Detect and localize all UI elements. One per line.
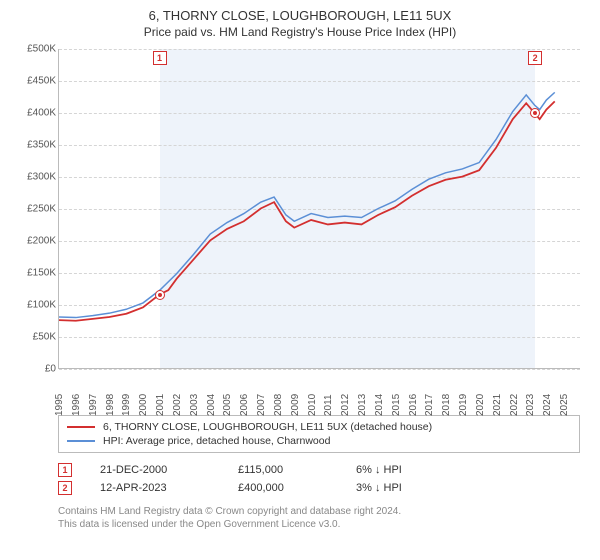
sale-marker-dot <box>156 291 164 299</box>
y-tick-label: £500K <box>10 44 56 55</box>
chart-subtitle: Price paid vs. HM Land Registry's House … <box>10 25 590 39</box>
y-tick-label: £150K <box>10 268 56 279</box>
sale-index-icon: 1 <box>58 463 72 477</box>
sale-delta: 6% ↓ HPI <box>356 464 402 476</box>
x-tick-label: 1999 <box>121 394 132 416</box>
x-tick-label: 2011 <box>323 394 334 416</box>
y-tick-label: £350K <box>10 140 56 151</box>
x-tick-label: 2003 <box>189 394 200 416</box>
y-tick-label: £450K <box>10 76 56 87</box>
sale-price: £115,000 <box>238 464 328 476</box>
x-tick-label: 2007 <box>256 394 267 416</box>
x-tick-label: 2020 <box>475 394 486 416</box>
x-tick-label: 1997 <box>88 394 99 416</box>
legend: 6, THORNY CLOSE, LOUGHBOROUGH, LE11 5UX … <box>58 415 580 453</box>
legend-swatch <box>67 426 95 428</box>
x-tick-label: 2021 <box>492 394 503 416</box>
x-tick-label: 2025 <box>559 394 570 416</box>
series-hpi <box>59 92 555 317</box>
chart-area: 12 £0£50K£100K£150K£200K£250K£300K£350K£… <box>10 49 590 409</box>
footer-attribution: Contains HM Land Registry data © Crown c… <box>58 505 580 531</box>
sale-row: 1 21-DEC-2000 £115,000 6% ↓ HPI <box>58 461 580 479</box>
x-tick-label: 1995 <box>54 394 65 416</box>
x-tick-label: 2018 <box>441 394 452 416</box>
x-tick-label: 2014 <box>374 394 385 416</box>
x-tick-label: 2004 <box>206 394 217 416</box>
x-tick-label: 2005 <box>222 394 233 416</box>
gridline <box>59 369 580 370</box>
x-tick-label: 1996 <box>71 394 82 416</box>
sale-index-icon: 2 <box>58 481 72 495</box>
legend-item: HPI: Average price, detached house, Char… <box>67 434 571 448</box>
x-tick-label: 2023 <box>525 394 536 416</box>
sale-marker-dot <box>531 109 539 117</box>
x-tick-label: 2015 <box>391 394 402 416</box>
footer-line-2: This data is licensed under the Open Gov… <box>58 518 580 531</box>
x-tick-label: 2024 <box>542 394 553 416</box>
y-tick-label: £300K <box>10 172 56 183</box>
y-tick-label: £0 <box>10 364 56 375</box>
x-tick-label: 2010 <box>307 394 318 416</box>
sale-date: 21-DEC-2000 <box>100 464 210 476</box>
chart-container: 6, THORNY CLOSE, LOUGHBOROUGH, LE11 5UX … <box>0 0 600 560</box>
footer-line-1: Contains HM Land Registry data © Crown c… <box>58 505 580 518</box>
sale-row: 2 12-APR-2023 £400,000 3% ↓ HPI <box>58 479 580 497</box>
y-tick-label: £200K <box>10 236 56 247</box>
plot-area: 12 <box>58 49 580 369</box>
legend-item: 6, THORNY CLOSE, LOUGHBOROUGH, LE11 5UX … <box>67 420 571 434</box>
legend-label: HPI: Average price, detached house, Char… <box>103 435 330 447</box>
x-tick-label: 2017 <box>424 394 435 416</box>
x-tick-label: 1998 <box>105 394 116 416</box>
sales-table: 1 21-DEC-2000 £115,000 6% ↓ HPI 2 12-APR-2023… <box>58 461 580 497</box>
title-block: 6, THORNY CLOSE, LOUGHBOROUGH, LE11 5UX … <box>10 8 590 39</box>
sale-marker-label: 2 <box>528 51 542 65</box>
x-tick-label: 2019 <box>458 394 469 416</box>
y-tick-label: £50K <box>10 332 56 343</box>
x-tick-label: 2012 <box>340 394 351 416</box>
legend-label: 6, THORNY CLOSE, LOUGHBOROUGH, LE11 5UX … <box>103 421 432 433</box>
x-tick-label: 2002 <box>172 394 183 416</box>
legend-swatch <box>67 440 95 442</box>
x-tick-label: 2009 <box>290 394 301 416</box>
x-tick-label: 2016 <box>408 394 419 416</box>
sale-date: 12-APR-2023 <box>100 482 210 494</box>
sale-price: £400,000 <box>238 482 328 494</box>
x-tick-label: 2008 <box>273 394 284 416</box>
x-tick-label: 2001 <box>155 394 166 416</box>
series-property <box>59 101 555 320</box>
chart-title: 6, THORNY CLOSE, LOUGHBOROUGH, LE11 5UX <box>10 8 590 23</box>
y-tick-label: £400K <box>10 108 56 119</box>
y-tick-label: £250K <box>10 204 56 215</box>
sale-marker-label: 1 <box>153 51 167 65</box>
x-tick-label: 2006 <box>239 394 250 416</box>
x-tick-label: 2000 <box>138 394 149 416</box>
line-series <box>59 49 580 368</box>
sale-delta: 3% ↓ HPI <box>356 482 402 494</box>
x-tick-label: 2013 <box>357 394 368 416</box>
y-tick-label: £100K <box>10 300 56 311</box>
down-arrow-icon: ↓ <box>375 482 381 494</box>
x-tick-label: 2022 <box>509 394 520 416</box>
down-arrow-icon: ↓ <box>375 464 381 476</box>
